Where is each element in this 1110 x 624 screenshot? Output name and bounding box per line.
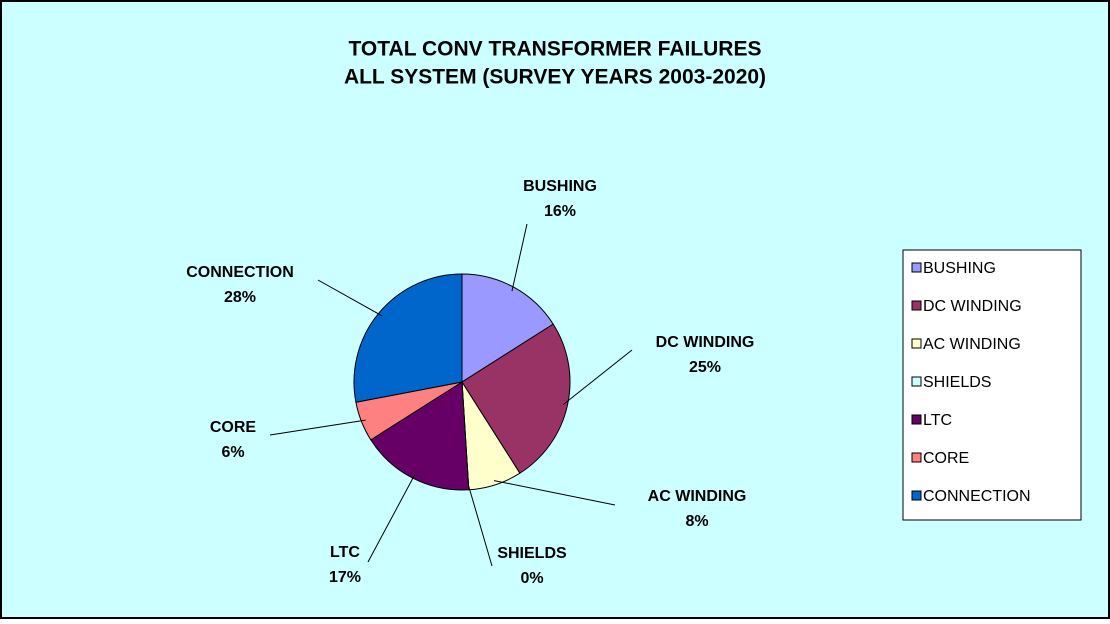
- pie-slice: [353, 273, 463, 403]
- leader-line: [562, 349, 633, 406]
- data-label-value: 16%: [544, 203, 576, 220]
- legend-box: [902, 249, 1082, 521]
- legend-label: BUSHING: [923, 260, 996, 277]
- data-label-name: AC WINDING: [648, 488, 747, 505]
- data-label-name: CORE: [210, 419, 257, 436]
- chart-title: ALL SYSTEM (SURVEY YEARS 2003-2020): [344, 66, 766, 89]
- legend-swatch: [911, 338, 922, 349]
- legend-label: CORE: [923, 450, 969, 467]
- data-label-name: LTC: [330, 544, 360, 561]
- leader-line: [511, 223, 528, 292]
- data-label-value: 0%: [520, 570, 543, 587]
- legend-swatch: [911, 300, 922, 311]
- data-label-name: CONNECTION: [186, 264, 294, 281]
- pie: [353, 273, 571, 491]
- leader-line: [317, 279, 383, 317]
- data-label-value: 17%: [329, 569, 361, 586]
- legend-label: DC WINDING: [923, 298, 1022, 315]
- legend: BUSHING DC WINDING AC WINDING SHIELDS LTC COR…: [902, 249, 1082, 521]
- leader-line: [493, 480, 616, 506]
- legend-label: LTC: [923, 412, 952, 429]
- leader-line: [468, 485, 493, 567]
- legend-swatch: [911, 414, 922, 425]
- legend-swatch: [911, 452, 922, 463]
- data-label-name: BUSHING: [523, 178, 597, 195]
- leader-line: [269, 419, 366, 436]
- legend-swatch: [911, 376, 922, 387]
- data-label-name: DC WINDING: [656, 334, 755, 351]
- legend-label: SHIELDS: [923, 374, 991, 391]
- data-label-value: 28%: [224, 289, 256, 306]
- data-label-value: 25%: [689, 359, 721, 376]
- pie-slice: [461, 323, 571, 474]
- chart-title: TOTAL CONV TRANSFORMER FAILURES: [348, 38, 761, 61]
- legend-swatch: [911, 262, 922, 273]
- leader-line: [367, 474, 416, 563]
- pie-slice: [461, 273, 554, 383]
- legend-label: AC WINDING: [923, 336, 1021, 353]
- data-label-name: SHIELDS: [497, 545, 567, 562]
- legend-swatch: [911, 490, 922, 501]
- legend-label: CONNECTION: [923, 488, 1031, 505]
- data-labels: BUSHING 16% DC WINDING 25% AC WINDING 8% SHIEL…: [186, 178, 754, 587]
- data-label-value: 6%: [221, 444, 244, 461]
- data-label-value: 8%: [685, 513, 708, 530]
